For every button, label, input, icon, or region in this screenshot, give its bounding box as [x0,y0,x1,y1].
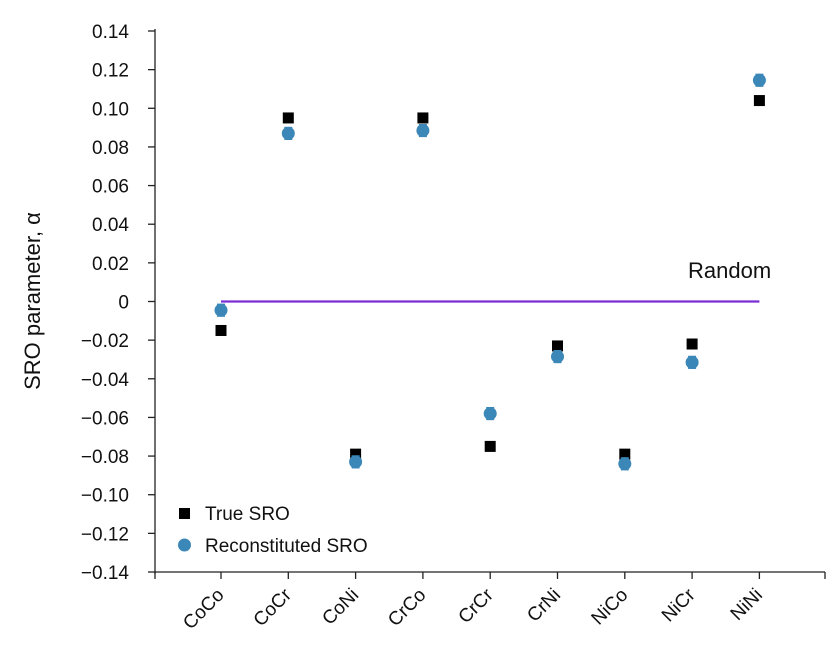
y-tick-label: −0.10 [81,486,129,507]
axes: 0.14 0.12 0.10 0.08 0.06 0.04 0.02 0 −0.02 −0.04 −… [81,22,826,634]
y-tick-label: 0.14 [92,22,129,43]
legend-reconstituted-sro-label: Reconstituted SRO [205,536,368,557]
x-tick-label: CoNi [318,585,363,630]
random-label: Random [688,258,771,283]
reconstituted-sro-point [551,350,564,364]
reconstituted-sro-point [214,303,228,317]
true-sro-point [619,448,631,460]
x-tick-label: NiCr [658,584,700,626]
true-sro-point [686,338,698,350]
reconstituted-sro-point [752,73,766,87]
true-sro-point [282,112,294,124]
x-tick-label: CoCo [179,585,228,634]
y-tick-label: 0.10 [92,99,129,120]
true-sro-point [552,340,563,352]
true-sro-point [417,112,429,124]
y-tick-label: −0.14 [81,563,130,584]
legend-true-sro-marker [179,508,190,519]
true-sro-point [484,440,496,452]
x-tick-label: CrCo [384,585,430,631]
y-tick-label: 0.04 [92,215,129,236]
y-tick-label: −0.06 [81,408,129,429]
x-tick-label: CrCr [455,584,499,628]
y-tick-label: 0 [118,293,129,314]
y-tick-label: 0.06 [92,177,129,198]
true-sro-point [753,95,765,107]
y-tick-label: −0.08 [81,447,129,468]
y-tick-label: −0.02 [81,331,129,352]
x-tick-label: CrNi [523,585,565,627]
reconstituted-sro-point [483,407,497,421]
y-tick-label: 0.08 [92,138,129,159]
reconstituted-sro-point [281,126,295,140]
y-axis-title: SRO parameter, α [20,212,45,390]
y-tick-label: 0.02 [92,254,129,275]
reconstituted-sro-point [416,124,430,138]
reconstituted-sro-point [349,455,363,469]
y-tick-label: −0.12 [81,524,129,545]
data-marks [214,73,766,471]
true-sro-point [215,324,227,336]
x-tick-label: NiNi [727,585,767,625]
true-sro-point [350,448,362,460]
x-tick-label: NiCo [588,585,633,630]
y-tick-label: 0.12 [92,61,129,82]
reference-line-group: Random [221,258,771,303]
legend: True SRO Reconstituted SRO [178,504,368,557]
legend-reconstituted-sro-marker [178,538,191,552]
reconstituted-sro-point [685,355,699,369]
legend-true-sro-label: True SRO [205,504,290,525]
x-tick-label: CoCr [250,584,297,631]
y-tick-label: −0.04 [81,370,130,391]
reconstituted-sro-point [618,457,632,471]
